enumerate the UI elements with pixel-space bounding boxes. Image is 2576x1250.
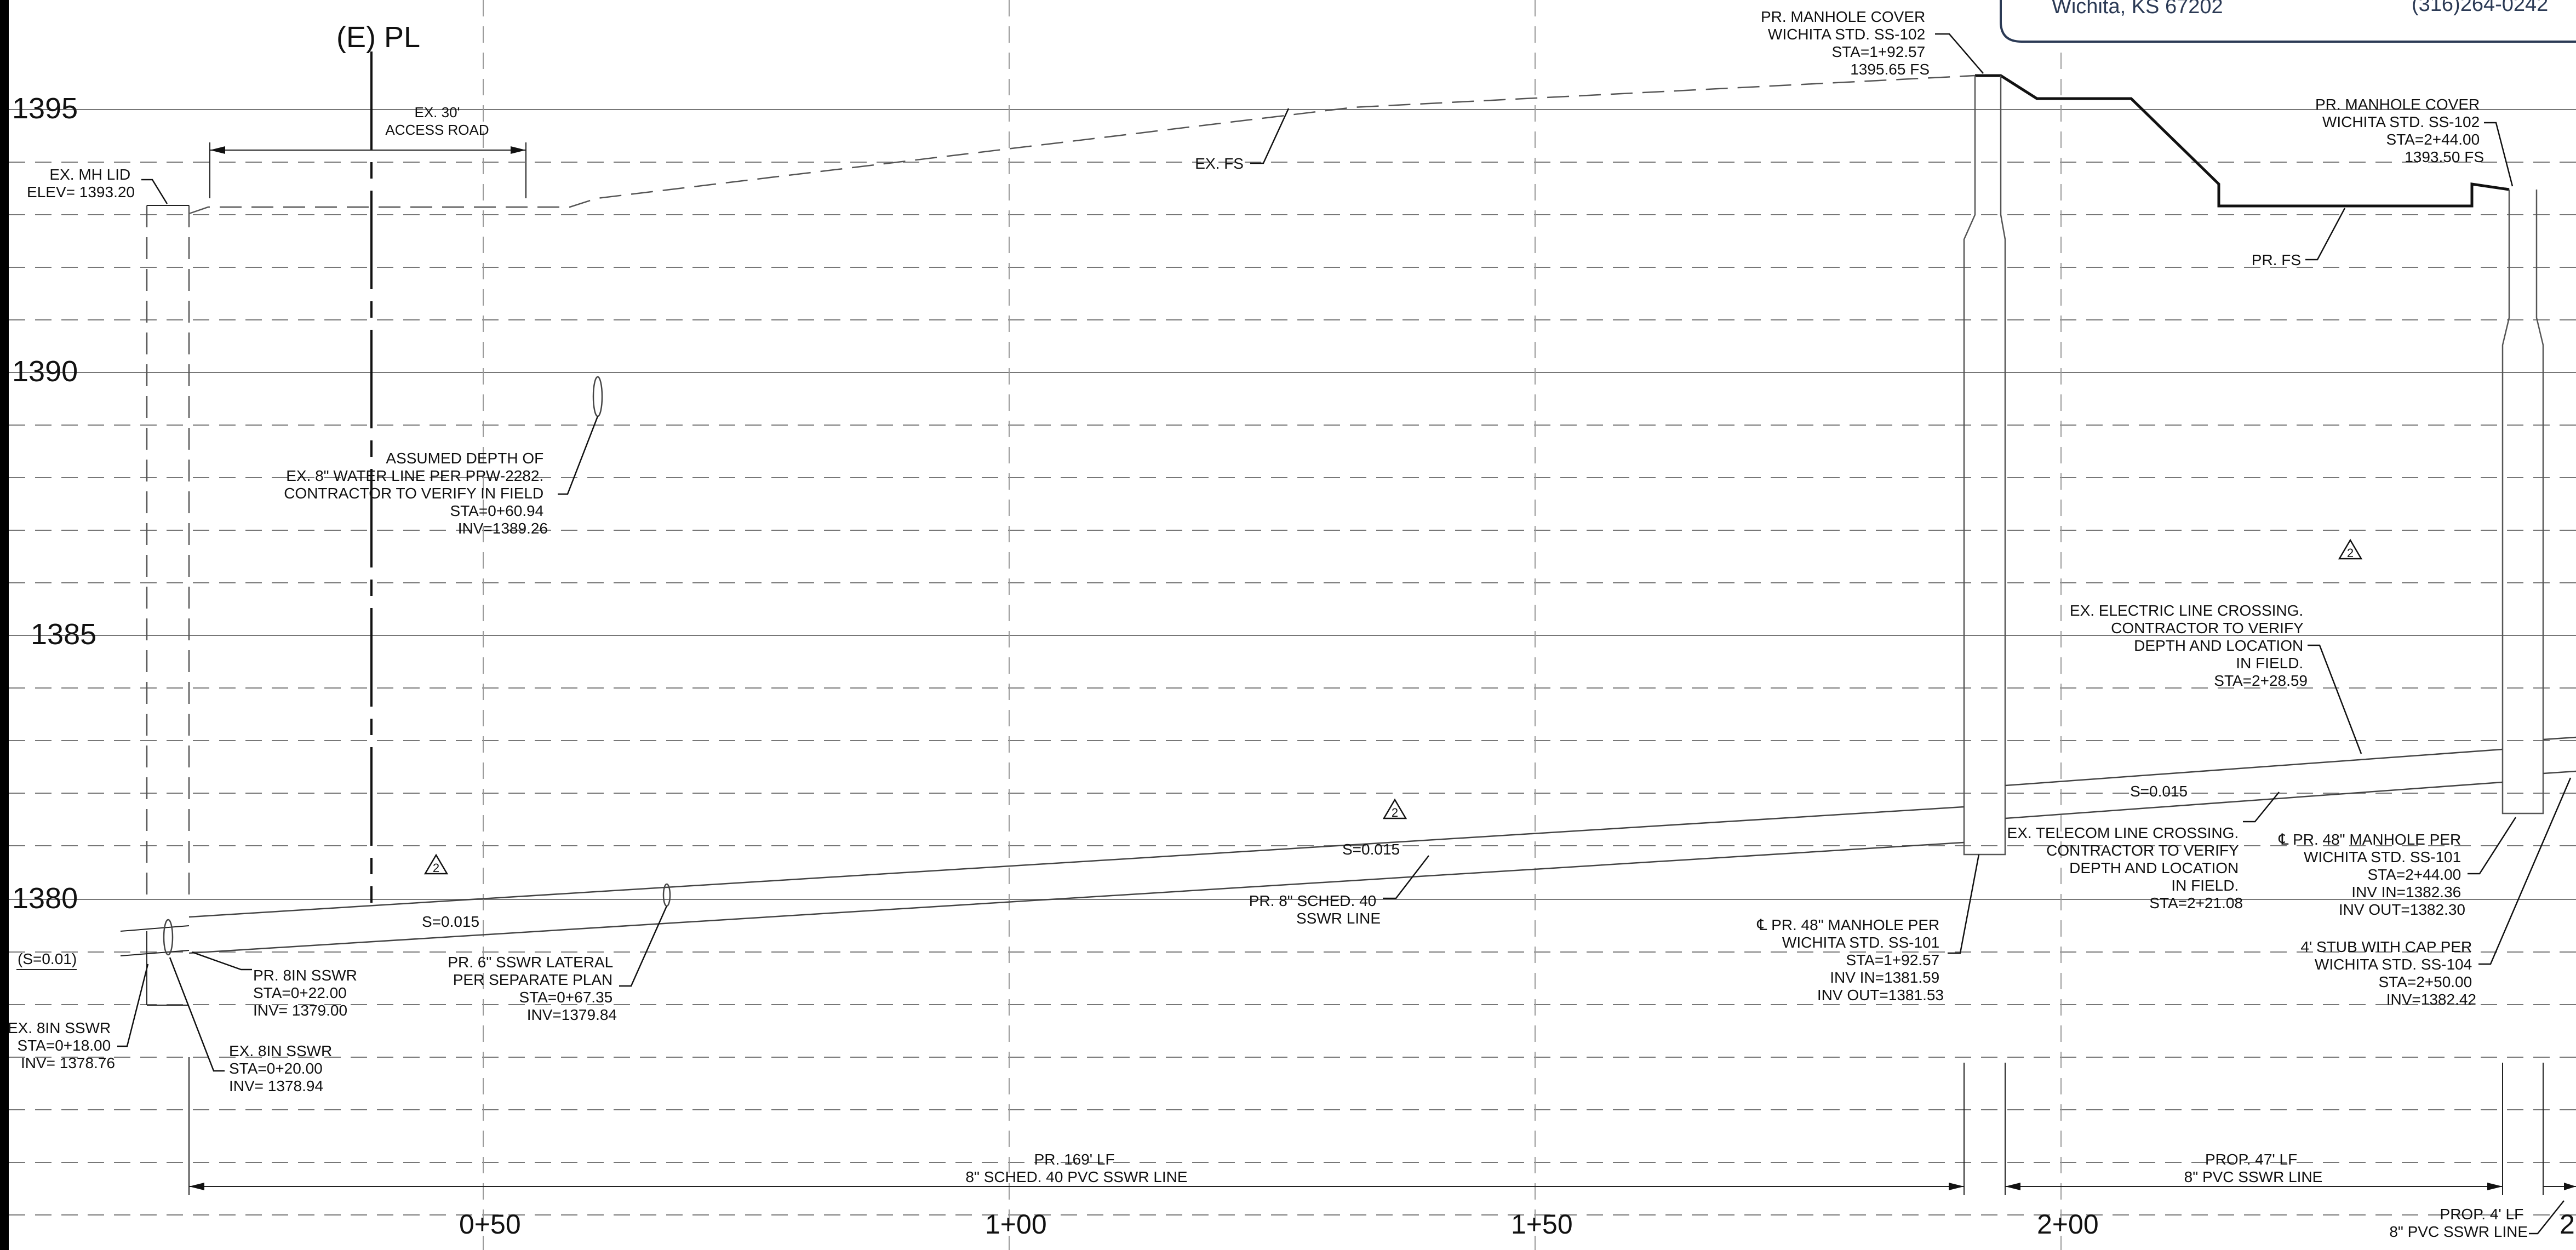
access-road-dimension: [209, 142, 526, 198]
access-road-label-1: EX. 30': [414, 104, 460, 121]
title-block-phone: (316)264-0242: [2412, 0, 2548, 16]
svg-text:2: 2: [1392, 806, 1398, 819]
title-block-city: Wichita, KS 67202: [2052, 0, 2223, 18]
revision-mark-3: 2: [2338, 538, 2363, 560]
ex-fs-label: EX. FS: [1195, 155, 1244, 172]
leader-stub: [2478, 777, 2572, 965]
elevation-label-1380: 1380: [12, 882, 78, 915]
slope-label-3: S=0.015: [2130, 783, 2188, 800]
leader-dim-4: [2529, 1200, 2564, 1235]
leader-water-line: [558, 416, 599, 495]
electric-crossing-label: EX. ELECTRIC LINE CROSSING. CONTRACTOR T…: [2070, 602, 2308, 689]
leader-electric: [2308, 644, 2362, 754]
elevation-label-1395: 1395: [12, 92, 78, 125]
water-line-label: ASSUMED DEPTH OF EX. 8" WATER LINE PER P…: [284, 450, 548, 537]
pr-8in-sswr-end: [163, 919, 174, 956]
mh48-2-label: ℄ PR. 48" MANHOLE PER WICHITA STD. SS-10…: [2278, 831, 2465, 918]
arrowhead: [189, 1183, 204, 1190]
title-block-frame: [2000, 0, 2576, 43]
slope-label-2: S=0.015: [1342, 841, 1400, 858]
elevation-label-1385: 1385: [31, 618, 96, 651]
proposed-manhole-2: [2501, 190, 2544, 815]
proposed-manhole-1: [1963, 76, 2006, 856]
arrowhead: [2564, 1183, 2576, 1190]
station-label-0-50: 0+50: [459, 1209, 521, 1240]
slope-label-1: S=0.015: [422, 913, 479, 930]
leader-ex-8in-b: [169, 957, 225, 1072]
access-road-label-2: ACCESS ROAD: [385, 122, 489, 138]
leader-mh-cover-2: [2484, 122, 2514, 187]
mh1-outline: [1963, 76, 2006, 856]
leader-mh48-2: [2468, 817, 2517, 875]
station-label-2-00: 2+00: [2037, 1209, 2099, 1240]
leader-ex-fs: [1250, 108, 1290, 164]
pipe-crown-line: [188, 736, 2576, 918]
svg-text:2: 2: [2347, 546, 2354, 560]
revision-mark-2: 2: [1382, 798, 1407, 819]
station-grid: [483, 0, 2062, 1250]
leader-telecom: [2243, 792, 2280, 823]
arrowhead: [511, 146, 526, 154]
sched40-label: PR. 8" SCHED. 40 SSWR LINE: [1249, 892, 1381, 927]
elevation-grid: [9, 109, 2576, 1215]
arrowhead: [2005, 1183, 2020, 1190]
elevation-label-1390: 1390: [12, 355, 78, 388]
leader-ex-mh-lid: [141, 179, 168, 204]
dim-169-label: PR. 169' LF 8" SCHED. 40 PVC SSWR LINE: [965, 1151, 1187, 1185]
ex-8in-sswr-a-label: EX. 8IN SSWR STA=0+18.00 INV= 1378.76: [8, 1019, 115, 1071]
pipe-invert-line: [188, 770, 2576, 954]
station-label-2-50: 2: [2560, 1209, 2575, 1240]
property-line-label: (E) PL: [336, 21, 420, 54]
mh48-1-label: ℄ PR. 48" MANHOLE PER WICHITA STD. SS-10…: [1756, 916, 1944, 1004]
existing-manhole: [146, 205, 190, 1006]
pipe-extension: [120, 925, 190, 956]
mh-cover-1-label: PR. MANHOLE COVER WICHITA STD. SS-102 ST…: [1761, 8, 1930, 78]
sheet-left-border: [0, 0, 9, 1250]
leader-lines: [117, 33, 2572, 1235]
revision-mark-1: 2: [423, 853, 449, 875]
leader-lateral: [619, 905, 668, 987]
ex-mh-lid-label: EX. MH LID ELEV= 1393.20: [27, 166, 135, 200]
mh-cover-2-label: PR. MANHOLE COVER WICHITA STD. SS-102 ST…: [2315, 96, 2484, 165]
pr-8in-sswr-label: PR. 8IN SSWR STA=0+22.00 INV= 1379.00: [253, 967, 362, 1019]
arrowhead: [1949, 1183, 1964, 1190]
dim-4-label: PROP. 4' LF 8" PVC SSWR LINE: [2389, 1206, 2528, 1240]
dim-47-label: PROP. 47' LF 8" PVC SSWR LINE: [2184, 1151, 2323, 1185]
arrowhead: [210, 146, 225, 154]
ex-8in-sswr-b-label: EX. 8IN SSWR STA=0+20.00 INV= 1378.94: [229, 1042, 336, 1094]
leader-mh48-1: [1948, 854, 1980, 954]
pr-fs-label: PR. FS: [2252, 251, 2301, 268]
mh2-outline: [2501, 190, 2544, 815]
stub-label: 4' STUB WITH CAP PER WICHITA STD. SS-104…: [2300, 938, 2476, 1008]
slope-label-ex: (S=0.01): [18, 950, 77, 967]
water-line-crossing: [592, 376, 603, 417]
leader-pr-fs: [2305, 208, 2346, 261]
existing-surface-line: [188, 74, 1976, 215]
station-label-1-00: 1+00: [985, 1209, 1047, 1240]
station-label-1-50: 1+50: [1511, 1209, 1573, 1240]
proposed-surface-line: [1975, 74, 2510, 208]
leader-pr-8in: [191, 951, 252, 971]
arrowhead: [2487, 1183, 2503, 1190]
leader-ex-8in-a: [117, 964, 149, 1047]
lateral-label: PR. 6" SSWR LATERAL PER SEPARATE PLAN ST…: [448, 954, 617, 1023]
svg-text:2: 2: [433, 861, 439, 875]
leader-mh-cover-1: [1935, 33, 1984, 74]
telecom-crossing-label: EX. TELECOM LINE CROSSING. CONTRACTOR TO…: [2007, 824, 2243, 911]
leader-sched40: [1383, 855, 1429, 899]
length-dimensions: [188, 1057, 2576, 1195]
